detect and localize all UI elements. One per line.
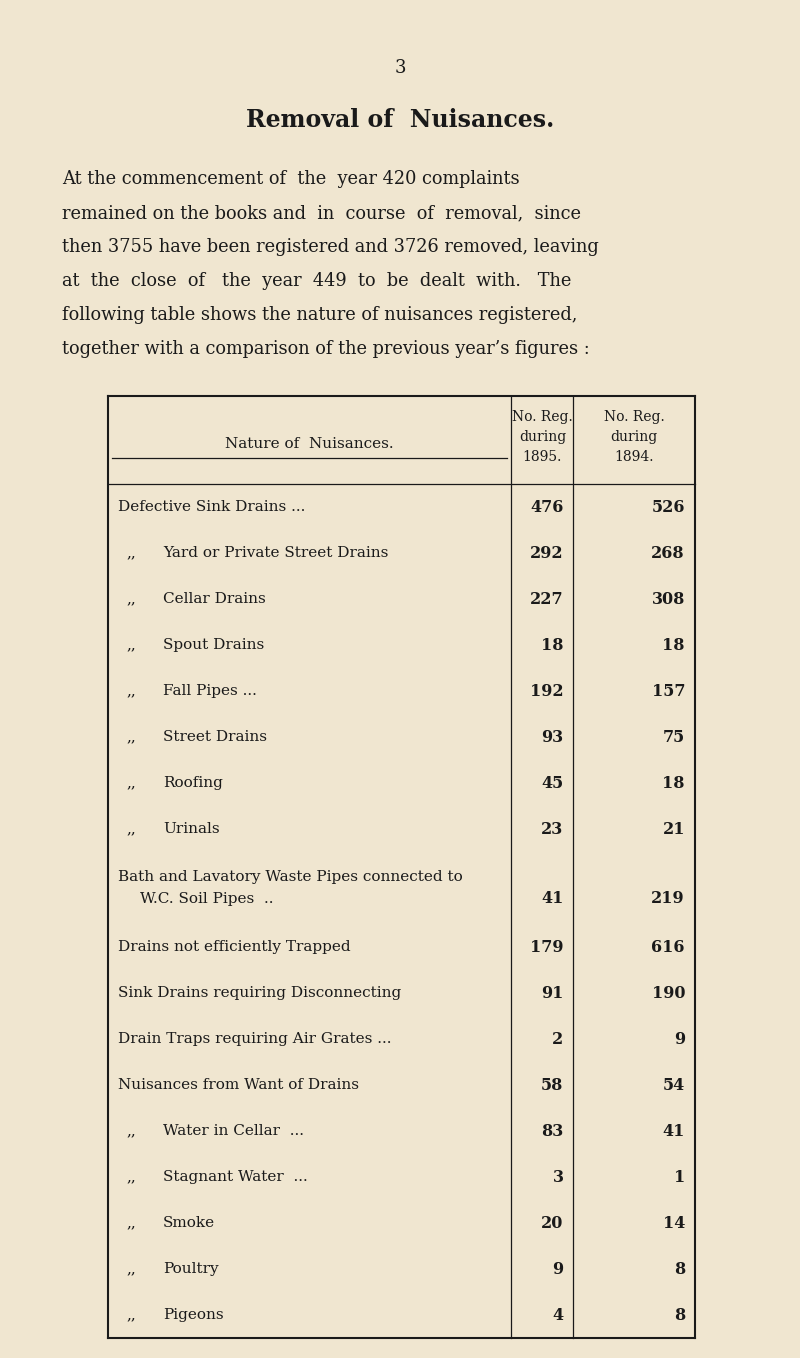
Text: Drain Traps requiring Air Grates ...: Drain Traps requiring Air Grates ... (118, 1032, 391, 1046)
Text: 1895.: 1895. (522, 449, 562, 464)
Text: ,,: ,, (126, 775, 136, 790)
Text: 9: 9 (674, 1031, 685, 1047)
Text: Drains not efficiently Trapped: Drains not efficiently Trapped (118, 940, 350, 955)
Text: 18: 18 (541, 637, 563, 653)
Text: ,,: ,, (126, 1124, 136, 1138)
Text: Street Drains: Street Drains (163, 731, 267, 744)
Text: 2: 2 (552, 1031, 563, 1047)
Text: following table shows the nature of nuisances registered,: following table shows the nature of nuis… (62, 306, 578, 325)
Text: 8: 8 (674, 1306, 685, 1324)
Text: during: during (610, 430, 658, 444)
Text: 227: 227 (530, 591, 563, 607)
Text: 3: 3 (553, 1168, 563, 1186)
Text: 616: 616 (651, 938, 685, 956)
Text: 9: 9 (552, 1260, 563, 1278)
Text: 18: 18 (662, 637, 685, 653)
Text: 83: 83 (542, 1123, 563, 1139)
Text: at  the  close  of   the  year  449  to  be  dealt  with.   The: at the close of the year 449 to be dealt… (62, 272, 571, 291)
Text: ,,: ,, (126, 592, 136, 606)
Text: Sink Drains requiring Disconnecting: Sink Drains requiring Disconnecting (118, 986, 402, 999)
Text: 20: 20 (541, 1214, 563, 1232)
Text: Poultry: Poultry (163, 1262, 218, 1277)
Text: 91: 91 (541, 985, 563, 1001)
Text: Fall Pipes ...: Fall Pipes ... (163, 684, 257, 698)
Text: 190: 190 (651, 985, 685, 1001)
Text: ,,: ,, (126, 1262, 136, 1277)
Text: 75: 75 (662, 728, 685, 746)
Text: ,,: ,, (126, 546, 136, 559)
Text: ,,: ,, (126, 822, 136, 837)
Text: 8: 8 (674, 1260, 685, 1278)
Text: 179: 179 (530, 938, 563, 956)
Text: Stagnant Water  ...: Stagnant Water ... (163, 1171, 308, 1184)
Text: 192: 192 (530, 683, 563, 699)
Text: Pigeons: Pigeons (163, 1308, 224, 1321)
Text: 308: 308 (652, 591, 685, 607)
Text: 45: 45 (542, 774, 563, 792)
Text: together with a comparison of the previous year’s figures :: together with a comparison of the previo… (62, 340, 590, 359)
Text: Removal of  Nuisances.: Removal of Nuisances. (246, 109, 554, 132)
Text: 58: 58 (541, 1077, 563, 1093)
Text: 93: 93 (542, 728, 563, 746)
Text: 41: 41 (662, 1123, 685, 1139)
Text: 157: 157 (651, 683, 685, 699)
Text: Nuisances from Want of Drains: Nuisances from Want of Drains (118, 1078, 359, 1092)
Text: ,,: ,, (126, 1215, 136, 1230)
Text: ,,: ,, (126, 638, 136, 652)
Text: Yard or Private Street Drains: Yard or Private Street Drains (163, 546, 388, 559)
Text: 54: 54 (662, 1077, 685, 1093)
Text: ,,: ,, (126, 1308, 136, 1321)
Text: No. Reg.: No. Reg. (512, 410, 573, 424)
Text: Urinals: Urinals (163, 822, 220, 837)
Text: 23: 23 (542, 820, 563, 838)
Text: W.C. Soil Pipes  ..: W.C. Soil Pipes .. (140, 892, 274, 906)
Text: 268: 268 (651, 545, 685, 561)
Text: 14: 14 (662, 1214, 685, 1232)
Text: during: during (518, 430, 566, 444)
Text: Smoke: Smoke (163, 1215, 215, 1230)
Text: Bath and Lavatory Waste Pipes connected to: Bath and Lavatory Waste Pipes connected … (118, 870, 462, 884)
Text: Cellar Drains: Cellar Drains (163, 592, 266, 606)
Text: Defective Sink Drains ...: Defective Sink Drains ... (118, 500, 306, 513)
Text: 41: 41 (541, 891, 563, 907)
Text: remained on the books and  in  course  of  removal,  since: remained on the books and in course of r… (62, 204, 581, 221)
Text: Nature of  Nuisances.: Nature of Nuisances. (226, 437, 394, 451)
Text: Water in Cellar  ...: Water in Cellar ... (163, 1124, 304, 1138)
Text: 21: 21 (662, 820, 685, 838)
Text: 1: 1 (674, 1168, 685, 1186)
Text: ,,: ,, (126, 731, 136, 744)
Text: 219: 219 (651, 891, 685, 907)
Text: 1894.: 1894. (614, 449, 654, 464)
Text: Roofing: Roofing (163, 775, 223, 790)
Text: At the commencement of  the  year 420 complaints: At the commencement of the year 420 comp… (62, 170, 520, 187)
Text: No. Reg.: No. Reg. (604, 410, 665, 424)
Text: 476: 476 (530, 498, 563, 516)
Text: 292: 292 (530, 545, 563, 561)
Text: then 3755 have been registered and 3726 removed, leaving: then 3755 have been registered and 3726 … (62, 238, 598, 257)
Text: Spout Drains: Spout Drains (163, 638, 264, 652)
Text: ,,: ,, (126, 1171, 136, 1184)
Text: 3: 3 (394, 58, 406, 77)
Text: ,,: ,, (126, 684, 136, 698)
Text: 18: 18 (662, 774, 685, 792)
Text: 526: 526 (651, 498, 685, 516)
Text: 4: 4 (552, 1306, 563, 1324)
